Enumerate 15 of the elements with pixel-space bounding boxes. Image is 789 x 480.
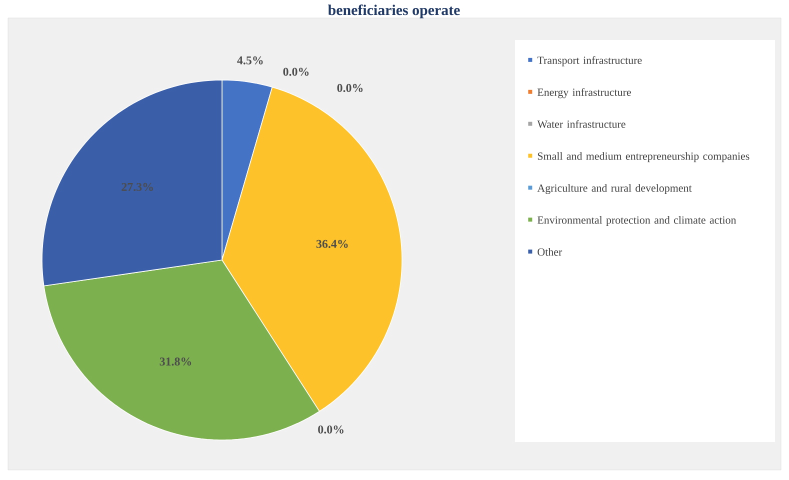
legend-label: Water infrastructure — [537, 120, 626, 128]
data-label: 4.5% — [237, 56, 263, 64]
data-label: 27.3% — [122, 182, 153, 192]
chart-title: beneficiaries operate — [328, 4, 460, 18]
text: 0.0% — [318, 425, 344, 434]
legend-label: Small and medium entrepreneurship companies — [538, 152, 750, 162]
text: 0.0% — [337, 84, 363, 92]
legend-label: Other — [538, 248, 562, 256]
legend-label: Energy infrastructure — [538, 88, 631, 98]
data-label: 31.8% — [160, 357, 192, 366]
legend-label: Transport infrastructure — [537, 56, 642, 66]
text: 0.0% — [283, 68, 309, 76]
legend-label: Environmental protection and climate action — [538, 216, 736, 226]
data-label: 36.4% — [316, 240, 348, 248]
legend-label: Agriculture and rural development — [537, 184, 692, 194]
